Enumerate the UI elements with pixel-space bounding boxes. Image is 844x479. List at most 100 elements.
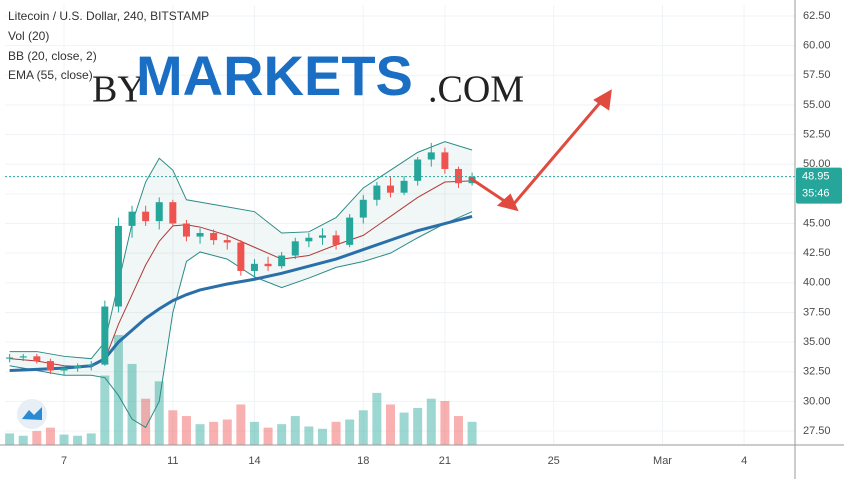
candle-body: [454, 168, 462, 184]
watermark-com: .COM: [428, 69, 524, 111]
volume-bar: [249, 421, 259, 445]
bb-upper-line: [9, 141, 473, 360]
candle-body: [278, 255, 286, 267]
volume-bar: [399, 412, 409, 445]
candle-body: [414, 159, 422, 181]
candle-body: [101, 306, 109, 365]
volume-bar: [45, 427, 55, 445]
volume-bar: [195, 424, 205, 445]
volume-bar: [358, 410, 368, 445]
y-tick-label: 40.00: [803, 277, 831, 289]
volume-bar: [290, 416, 300, 445]
volume-bar: [32, 431, 42, 445]
volume-bar: [345, 419, 355, 445]
x-tick-label: 4: [741, 455, 747, 467]
candle-body: [441, 152, 449, 169]
y-tick-label: 27.50: [803, 425, 831, 437]
candle-body: [46, 361, 54, 371]
volume-bar: [168, 410, 178, 445]
y-tick-label: 30.00: [803, 395, 831, 407]
bb-lower-line: [9, 211, 473, 429]
volume-bar: [154, 381, 164, 445]
y-tick-label: 37.50: [803, 306, 831, 318]
volume-bar: [317, 428, 327, 445]
volume-bar: [467, 421, 477, 445]
candle-body: [128, 211, 136, 226]
last-price-label: 48.95: [802, 171, 830, 183]
candle-body: [373, 185, 381, 200]
candle-body: [346, 217, 354, 245]
volume-bar: [372, 392, 382, 445]
candle-body: [318, 235, 326, 238]
volume-bar: [426, 398, 436, 445]
volume-bar: [385, 404, 395, 445]
candle-body: [74, 365, 82, 369]
volume-bar: [181, 416, 191, 445]
y-tick-label: 35.00: [803, 336, 831, 348]
bb-band-fill: [9, 141, 473, 428]
volume-bar: [141, 398, 151, 445]
candle-body: [264, 263, 272, 267]
volume-bar: [86, 433, 96, 445]
plot-area: [5, 5, 795, 445]
y-tick-label: 60.00: [803, 40, 831, 52]
volume-bar: [18, 435, 28, 445]
volume-bar: [222, 419, 232, 445]
candle-body: [87, 364, 95, 366]
volume-bar: [59, 434, 69, 445]
volume-bar: [453, 416, 463, 445]
candle-body: [155, 202, 163, 222]
chart-title: Litecoin / U.S. Dollar, 240, BITSTAMP: [8, 9, 209, 23]
y-tick-label: 42.50: [803, 247, 831, 259]
y-tick-label: 57.50: [803, 69, 831, 81]
last-price-box: [796, 167, 842, 204]
ema-line: [9, 214, 473, 373]
volume-bar: [277, 424, 287, 445]
candle-body: [427, 152, 435, 160]
x-tick-label: 25: [548, 455, 560, 467]
indicator-label: BB (20, close, 2): [8, 49, 97, 63]
x-tick-label: 7: [61, 455, 67, 467]
candle-body: [359, 199, 367, 218]
countdown-label: 35:46: [802, 188, 830, 200]
candle-body: [169, 202, 177, 224]
y-tick-label: 32.50: [803, 366, 831, 378]
candle-body: [291, 241, 299, 256]
logo: [17, 399, 47, 429]
x-tick-label: 18: [357, 455, 369, 467]
volume-bar: [100, 375, 110, 445]
volume-bar: [263, 427, 273, 445]
volume-bar: [209, 421, 219, 445]
candle-body: [114, 225, 122, 307]
x-tick-label: Mar: [653, 455, 672, 467]
volume-bar: [127, 363, 137, 445]
candle-body: [305, 237, 313, 242]
candle-body: [142, 211, 150, 222]
candle-body: [6, 357, 14, 359]
candle-body: [33, 356, 41, 362]
indicator-label: Vol (20): [8, 29, 49, 43]
y-tick-label: 62.50: [803, 10, 831, 22]
candle-body: [332, 235, 340, 245]
x-tick-label: 21: [439, 455, 451, 467]
y-tick-label: 55.00: [803, 99, 831, 111]
x-tick-label: 11: [167, 455, 178, 467]
indicator-label: EMA (55, close): [8, 68, 93, 82]
volume-bar: [236, 404, 246, 445]
volume-bar: [73, 435, 83, 445]
candle-body: [182, 223, 190, 237]
arrow-annotation: [469, 89, 612, 212]
candle-body: [386, 185, 394, 193]
volume-bar: [331, 421, 341, 445]
candle-body: [223, 240, 231, 243]
candle-body: [196, 233, 204, 237]
y-tick-label: 50.00: [803, 158, 831, 170]
volume-bar: [113, 335, 123, 445]
candle-body: [237, 242, 245, 271]
candle-body: [210, 233, 218, 241]
candle-body: [400, 180, 408, 193]
x-tick-label: 14: [248, 455, 260, 467]
y-tick-label: 45.00: [803, 217, 831, 229]
